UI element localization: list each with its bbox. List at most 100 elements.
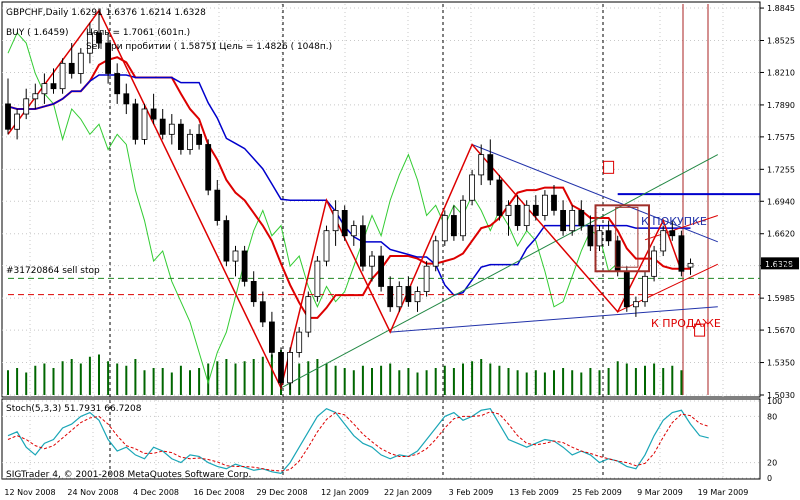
consolidation-box	[594, 204, 650, 273]
stoch-tick-label: 20	[767, 459, 777, 468]
candles	[5, 10, 694, 390]
candle-body	[241, 250, 248, 282]
candle-body	[223, 220, 230, 262]
x-tick-label: 4 Dec 2008	[133, 488, 179, 497]
stoch-title: Stoch(5,3,3) 51.7931 66.7208	[6, 404, 142, 414]
y-tick-label: 1.6940	[767, 197, 795, 206]
candle-body	[114, 73, 121, 95]
x-tick-label: 12 Jan 2009	[321, 488, 369, 497]
candle-body	[77, 52, 84, 74]
candle-body	[196, 133, 203, 145]
last-price-tag	[761, 257, 799, 270]
y-tick-label: 1.5030	[767, 391, 795, 400]
candle-body	[369, 255, 375, 267]
candle-body	[341, 210, 348, 237]
candle-body	[287, 352, 294, 384]
last-price-label: 1.6328	[765, 260, 793, 269]
candle-body	[214, 189, 221, 221]
candle-body	[432, 240, 439, 267]
candle-body	[96, 32, 102, 44]
stoch-main-line	[7, 408, 709, 475]
symbol-line: GBPCHF,Daily 1.6291 1.6376 1.6214 1.6328	[6, 8, 206, 18]
consolidation-box-inner	[615, 206, 639, 268]
green-up-trendline	[280, 154, 719, 389]
target1-line: Цель = 1.7061 (601п.)	[86, 28, 190, 38]
candle-body	[296, 331, 303, 353]
candle-body	[505, 204, 512, 216]
y-tick-label: 1.5985	[767, 294, 795, 303]
buy-line: BUY ( 1.6459)	[6, 28, 69, 38]
candle-body	[687, 262, 694, 268]
candle-body	[132, 103, 139, 140]
stoch-tick-label: 80	[767, 412, 777, 421]
x-tick-label: 29 Dec 2008	[256, 488, 307, 497]
candle-body	[633, 301, 639, 308]
candle-body	[159, 118, 166, 135]
candle-body	[660, 230, 667, 252]
candle-body	[232, 250, 239, 262]
grid	[2, 4, 760, 478]
candle-body	[423, 265, 430, 292]
candle-body	[68, 62, 75, 74]
candle-body	[50, 83, 57, 90]
candle-body	[450, 215, 457, 237]
x-tick-label: 3 Feb 2009	[449, 488, 494, 497]
signal-arrow-icon	[694, 323, 706, 337]
candle-body	[560, 210, 566, 232]
target2-line: ( Цель = 1.4826 ( 1048п.)	[213, 42, 332, 52]
candle-body	[5, 103, 11, 130]
candle-body	[123, 93, 130, 105]
blue-support-trendline	[390, 306, 718, 333]
candle-body	[551, 194, 557, 211]
candle-body	[150, 108, 157, 120]
stoch-tick-label: 100	[767, 397, 782, 406]
candle-body	[105, 42, 111, 74]
candle-body	[278, 352, 284, 384]
candle-body	[469, 174, 476, 201]
candle-body	[405, 286, 412, 303]
indicator-lines	[7, 9, 760, 391]
candle-body	[387, 286, 394, 308]
candle-body	[478, 154, 485, 176]
y-tick-label: 1.8210	[767, 68, 795, 77]
candle-body	[350, 225, 357, 237]
x-tick-label: 22 Jan 2009	[384, 488, 432, 497]
y-tick-label: 1.5670	[767, 326, 795, 335]
x-tick-label: 19 Mar 2009	[698, 488, 749, 497]
candle-body	[168, 123, 175, 135]
candle-body	[605, 230, 612, 242]
candle-body	[460, 199, 466, 237]
candle-body	[32, 93, 39, 100]
candle-body	[569, 210, 576, 232]
candle-body	[87, 32, 93, 54]
candle-body	[669, 230, 676, 237]
x-tick-label: 9 Mar 2009	[637, 488, 683, 497]
y-tick-label: 1.8525	[767, 37, 795, 46]
candle-body	[623, 270, 630, 308]
tenkan-line	[7, 56, 691, 319]
candle-body	[141, 108, 148, 140]
candle-body	[678, 235, 685, 272]
candle-body	[596, 230, 603, 247]
y-tick-label: 1.6305	[767, 262, 795, 271]
y-tick-label: 1.5350	[767, 359, 795, 368]
blue-resistance-trendline	[471, 144, 718, 243]
candle-body	[268, 321, 275, 353]
candle-body	[542, 194, 548, 216]
candle-body	[651, 250, 657, 277]
y-tick-label: 1.6620	[767, 230, 795, 239]
y-tick-label: 1.7255	[767, 165, 795, 174]
candle-body	[323, 230, 330, 262]
stoch-panel-frame	[1, 398, 761, 480]
candle-body	[587, 225, 594, 247]
x-tick-label: 13 Feb 2009	[509, 488, 559, 497]
candle-body	[523, 204, 530, 227]
candle-body	[305, 296, 312, 333]
order-label[interactable]: #31720864 sell stop	[6, 266, 100, 276]
candle-body	[441, 215, 448, 242]
candle-body	[487, 154, 494, 181]
main-panel-frame	[1, 1, 761, 398]
y-tick-label: 1.7890	[767, 101, 795, 110]
